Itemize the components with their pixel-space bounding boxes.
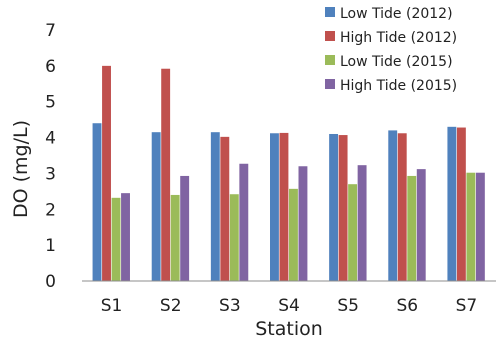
bar-s3-series-2 [220,136,230,281]
bar-s3-series-3 [229,194,239,281]
y-axis-title: DO (mg/L) [10,120,32,218]
bar-s4-series-3 [289,188,298,281]
x-tick-label: S6 [396,296,418,316]
bar-s2-series-1 [151,132,161,281]
x-tick-label: S3 [219,296,241,316]
x-tick-label: S1 [101,296,123,316]
x-tick-label: S5 [337,296,359,316]
x-axis-ticks: S1 S2 S3 S4 S5 S6 S7 [101,296,477,316]
bar-s5-series-3 [348,184,358,281]
bar-s5-series-2 [338,135,348,281]
y-tick-label: 0 [45,272,56,292]
y-tick-label: 3 [45,164,56,184]
x-tick-label: S4 [278,296,300,316]
bar-s6-series-4 [416,169,426,281]
bar-s1-series-1 [92,123,102,281]
x-tick-label: S2 [160,296,182,316]
bar-s6-series-2 [397,133,407,281]
bar-s4-series-1 [270,133,279,281]
bar-s6-series-3 [407,175,417,281]
bar-s2-series-4 [180,175,190,281]
bar-s1-series-2 [102,65,111,281]
y-tick-label: 6 [45,57,56,77]
legend-label: Low Tide (2015) [340,54,453,70]
legend-label: High Tide (2012) [340,30,457,46]
bar-s2-series-3 [170,194,180,281]
bar-s4-series-4 [298,166,308,281]
bar-s4-series-2 [279,132,289,281]
bar-s7-series-4 [475,172,485,281]
legend-swatch [325,79,335,89]
bar-s5-series-4 [357,165,367,281]
x-axis-title: Station [255,318,323,340]
bars [92,65,485,282]
legend-swatch [325,7,335,17]
bar-s3-series-1 [210,132,220,281]
y-axis-ticks: 0 1 2 3 4 5 6 7 [45,21,56,292]
legend: Low Tide (2012) High Tide (2012) Low Tide … [325,6,457,94]
bar-s1-series-3 [111,197,121,281]
bar-s5-series-1 [329,133,339,281]
bar-s6-series-1 [388,130,398,281]
bar-s7-series-3 [466,172,476,281]
y-tick-label: 7 [45,21,56,41]
y-tick-label: 2 [45,200,56,220]
bar-s7-series-1 [447,126,457,281]
legend-label: High Tide (2015) [340,78,457,94]
legend-label: Low Tide (2012) [340,6,453,22]
bar-s7-series-2 [456,127,466,281]
legend-swatch [325,31,335,41]
bar-s1-series-4 [121,193,130,281]
bar-s3-series-4 [239,163,249,281]
bar-s2-series-2 [161,68,171,282]
x-tick-label: S7 [456,296,478,316]
legend-swatch [325,55,335,65]
y-tick-label: 5 [45,93,56,113]
y-tick-label: 4 [45,129,56,149]
y-tick-label: 1 [45,236,56,256]
